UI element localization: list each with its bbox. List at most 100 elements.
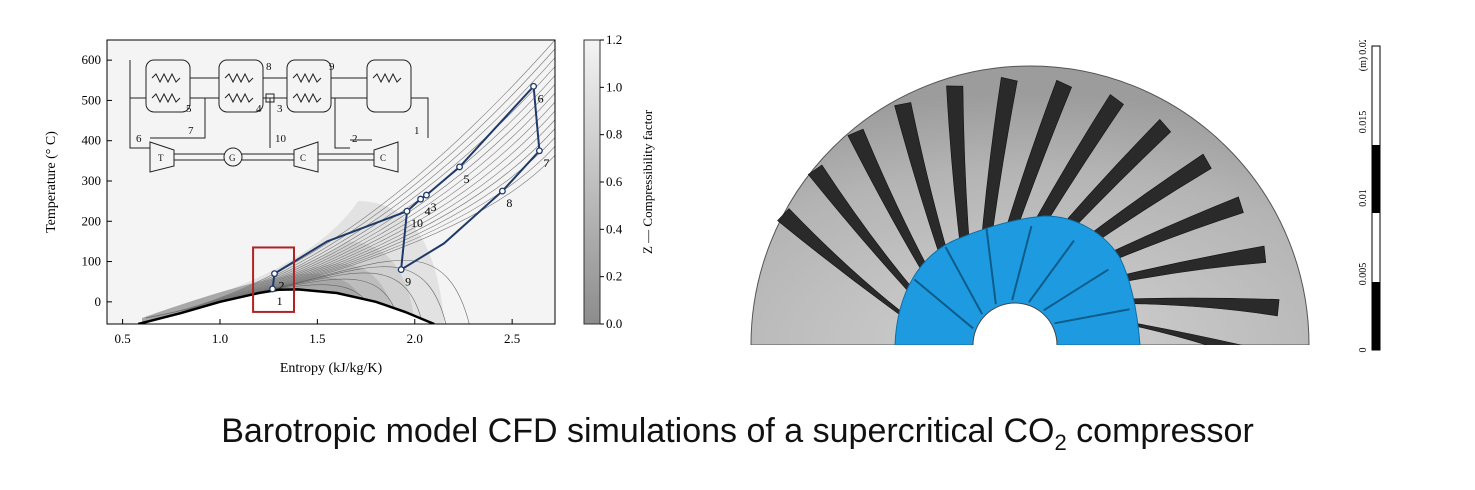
svg-text:2: 2 bbox=[352, 133, 358, 145]
svg-text:9: 9 bbox=[329, 61, 335, 73]
x-tick-label: 1.5 bbox=[309, 331, 325, 346]
compressor-icon bbox=[293, 141, 319, 173]
inducer-vane bbox=[1043, 268, 1109, 312]
x-tick-label: 1.0 bbox=[212, 331, 228, 346]
x-axis: 0.5 1.0 1.5 2.0 2.5 bbox=[114, 319, 520, 346]
heat-exchanger bbox=[366, 59, 412, 113]
turbine-icon bbox=[149, 141, 175, 173]
saturation-dome bbox=[137, 288, 435, 324]
state-point bbox=[535, 147, 543, 155]
scale-ticks: 0 0.005 0.01 0.015 0.02 bbox=[1358, 40, 1369, 353]
colorbar-ticks: 0.0 0.2 0.4 0.6 0.8 1.0 1.2 bbox=[600, 32, 623, 331]
svg-text:6: 6 bbox=[136, 133, 142, 145]
state-point-label: 6 bbox=[538, 91, 544, 105]
cycle-schematic bbox=[129, 59, 429, 173]
state-point-label: 7 bbox=[543, 156, 549, 170]
isobar-line bbox=[268, 266, 447, 324]
inducer-vane bbox=[944, 246, 984, 315]
colorbar-tick-label: 0.8 bbox=[606, 127, 622, 142]
impeller-render bbox=[750, 65, 1310, 345]
state-point-label: 3 bbox=[430, 200, 436, 214]
y-tick-label: 400 bbox=[82, 133, 102, 148]
y-tick-label: 600 bbox=[82, 52, 102, 67]
state-point-label: 2 bbox=[279, 279, 285, 293]
state-point-label: 4 bbox=[425, 204, 431, 218]
state-point bbox=[530, 82, 538, 90]
y-tick-label: 200 bbox=[82, 213, 102, 228]
isobar-line bbox=[145, 57, 555, 319]
svg-text:10: 10 bbox=[275, 133, 287, 145]
state-point bbox=[403, 207, 411, 215]
inducer-vanes bbox=[913, 225, 1130, 330]
svg-text:7: 7 bbox=[188, 125, 194, 137]
y-axis: 0 100 200 300 400 500 600 bbox=[82, 52, 112, 309]
colorbar-tick-label: 0.2 bbox=[606, 269, 622, 284]
x-tick-label: 2.0 bbox=[407, 331, 423, 346]
svg-text:8: 8 bbox=[266, 61, 272, 73]
highlight-box bbox=[252, 246, 295, 313]
colorbar-tick-label: 0.0 bbox=[606, 316, 622, 331]
scale-bar: 0 0.005 0.01 0.015 0.02 (m) bbox=[1358, 40, 1381, 353]
state-point bbox=[271, 270, 278, 278]
generator-icon bbox=[223, 147, 243, 167]
colorbar-tick-label: 0.6 bbox=[606, 174, 623, 189]
y-tick-label: 300 bbox=[82, 173, 102, 188]
x-tick-label: 0.5 bbox=[114, 331, 130, 346]
state-point bbox=[397, 266, 405, 274]
isobar-line bbox=[145, 40, 555, 319]
state-point-label: 10 bbox=[411, 216, 423, 230]
svg-text:5: 5 bbox=[186, 103, 192, 115]
state-point-label: 9 bbox=[405, 275, 411, 289]
inducer-vane bbox=[913, 278, 974, 330]
state-point bbox=[269, 285, 277, 293]
x-tick-label: 2.5 bbox=[504, 331, 520, 346]
state-point bbox=[422, 191, 430, 199]
inducer-vane bbox=[985, 228, 997, 305]
state-point bbox=[498, 187, 506, 195]
scale-unit: (m) bbox=[1358, 57, 1369, 71]
state-point-label: 1 bbox=[277, 294, 283, 308]
heat-exchanger bbox=[286, 59, 332, 113]
scale-tick-label: 0.005 bbox=[1358, 263, 1369, 286]
svg-text:1: 1 bbox=[414, 125, 420, 137]
svg-text:G: G bbox=[229, 153, 236, 163]
state-point-label: 8 bbox=[506, 196, 512, 210]
svg-text:C: C bbox=[300, 153, 306, 163]
compressor-icon bbox=[373, 141, 399, 173]
colorbar-tick-label: 1.2 bbox=[606, 32, 622, 47]
isobar-line bbox=[268, 272, 423, 324]
svg-text:4: 4 bbox=[256, 103, 262, 115]
colorbar-tick-label: 1.0 bbox=[606, 79, 622, 94]
figure-caption: Barotropic model CFD simulations of a su… bbox=[221, 412, 1254, 455]
state-point bbox=[417, 195, 425, 203]
scale-tick-label: 0.015 bbox=[1358, 111, 1369, 134]
impeller-disk bbox=[750, 65, 1310, 345]
heat-exchanger bbox=[145, 59, 191, 113]
isobar-line bbox=[268, 278, 400, 324]
inducer-vane bbox=[1011, 225, 1033, 301]
state-point bbox=[456, 163, 464, 171]
x-axis-label: Entropy (kJ/kg/K) bbox=[280, 361, 383, 376]
colorbar bbox=[583, 39, 601, 325]
svg-text:C: C bbox=[380, 153, 386, 163]
colorbar-label: Z — Compressibility factor bbox=[640, 109, 655, 254]
scale-tick-label: 0.01 bbox=[1358, 189, 1369, 207]
scale-tick-label: 0 bbox=[1358, 348, 1369, 353]
inducer-vane bbox=[1028, 239, 1075, 303]
schematic-labels: 8 9 5 3 4 6 7 10 2 1 T G C C bbox=[136, 61, 420, 163]
heat-exchanger bbox=[218, 59, 264, 113]
state-point-label: 5 bbox=[464, 172, 470, 186]
saturation-dome-fill bbox=[138, 289, 435, 324]
y-tick-label: 100 bbox=[82, 254, 102, 269]
y-tick-label: 500 bbox=[82, 92, 102, 107]
scale-tick-label: 0.02 bbox=[1358, 40, 1369, 55]
svg-text:3: 3 bbox=[277, 103, 283, 115]
colorbar-tick-label: 0.4 bbox=[606, 221, 623, 236]
y-tick-label: 0 bbox=[95, 294, 102, 309]
impeller-hub bbox=[972, 302, 1058, 345]
y-axis-label: Temperature (° C) bbox=[44, 131, 59, 233]
inducer-vane bbox=[1054, 308, 1130, 325]
svg-text:T: T bbox=[158, 153, 164, 163]
